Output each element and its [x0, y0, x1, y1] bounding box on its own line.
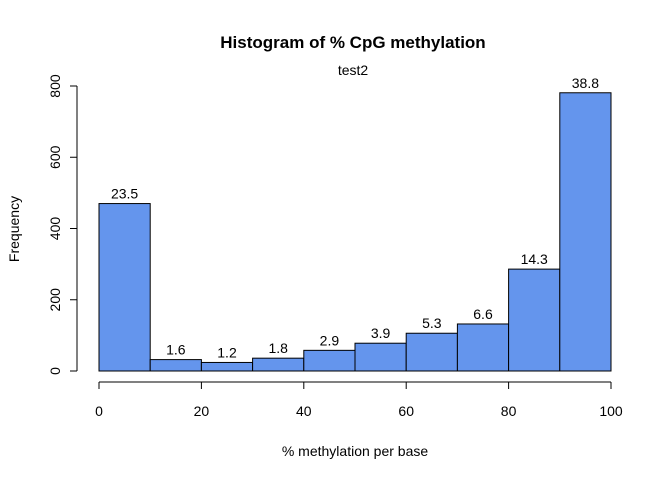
bar	[559, 92, 612, 372]
bar-data-label: 1.8	[268, 340, 288, 356]
bar-data-label: 5.3	[422, 315, 442, 331]
y-tick-label: 0	[47, 367, 63, 375]
bar-data-label: 3.9	[371, 325, 391, 341]
x-tick-label: 0	[95, 403, 103, 419]
bar-data-label: 38.8	[572, 75, 599, 91]
bar	[508, 268, 561, 372]
y-tick-label: 200	[47, 288, 63, 312]
y-axis-label: Frequency	[6, 196, 22, 262]
bar	[354, 342, 407, 372]
bars-group: 23.5 1.6 1.2 1.8 2.9 3.9 5.3 6.6 14.3 38.8	[98, 75, 612, 372]
x-axis-label: % methylation per base	[282, 443, 429, 459]
x-axis: 0 20 40 60 80 100	[95, 381, 623, 419]
bar-data-label: 2.9	[320, 332, 340, 348]
bar-data-label: 6.6	[473, 306, 493, 322]
bar-data-label: 14.3	[521, 251, 548, 267]
y-tick-label: 400	[47, 217, 63, 241]
x-tick-label: 40	[296, 403, 312, 419]
bar-data-label: 1.6	[166, 342, 186, 358]
bar-data-label: 23.5	[111, 186, 138, 202]
x-tick-label: 100	[599, 403, 623, 419]
y-axis: 0 200 400 600 800	[47, 74, 78, 375]
y-tick-label: 600	[47, 145, 63, 169]
y-tick-label: 800	[47, 74, 63, 98]
x-tick-label: 60	[398, 403, 414, 419]
chart-subtitle: test2	[338, 62, 369, 78]
bar	[200, 361, 254, 372]
x-tick-label: 20	[194, 403, 210, 419]
x-tick-label: 80	[501, 403, 517, 419]
bar	[456, 323, 510, 372]
bar	[252, 357, 305, 372]
bar	[303, 349, 356, 372]
bar	[149, 359, 202, 372]
chart-title: Histogram of % CpG methylation	[220, 33, 485, 52]
bar	[405, 332, 458, 372]
bar	[98, 203, 151, 372]
bar-data-label: 1.2	[217, 344, 237, 360]
